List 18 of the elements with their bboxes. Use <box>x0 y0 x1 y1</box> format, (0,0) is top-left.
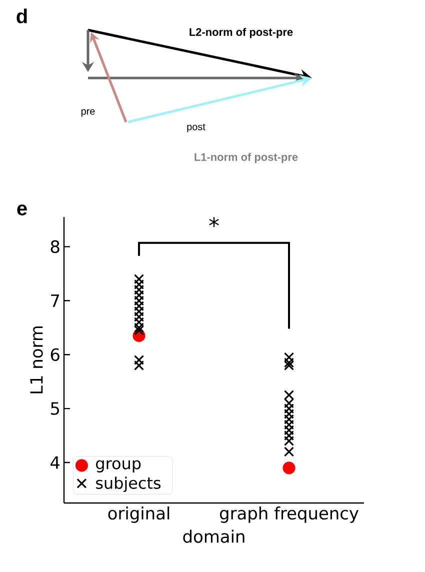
text: pre <box>81 109 95 117</box>
y-axis-title: L1 norm <box>30 326 43 394</box>
y-tick-label: 4 <box>50 456 60 469</box>
y-tick-label: 6 <box>50 348 60 361</box>
text: L2-norm of post-pre <box>190 28 293 38</box>
x-tick-label: graph frequency <box>220 506 358 523</box>
text: L1-norm of post-pre <box>194 152 298 164</box>
legend-label: subjects <box>96 476 160 492</box>
text: d <box>16 8 27 24</box>
y-tick-label: 7 <box>51 294 60 307</box>
annotation: * <box>209 217 219 228</box>
y-tick-label: 5 <box>51 402 60 415</box>
text: post <box>187 124 206 132</box>
text: e <box>17 204 27 216</box>
x-tick-label: original <box>108 506 170 523</box>
x-axis-title: domain <box>183 530 244 543</box>
legend-label: group <box>96 460 141 472</box>
y-tick-label: 8 <box>50 240 60 254</box>
